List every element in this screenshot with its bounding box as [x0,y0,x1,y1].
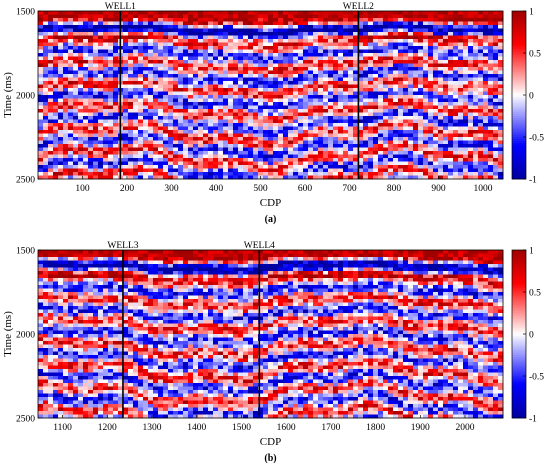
x-tick-label: 1000 [473,184,492,194]
panel-label: (a) [265,214,277,225]
colorbar-tick-label: -0.5 [529,134,544,144]
well-label: WELL3 [107,241,138,251]
x-tick-label: 1900 [411,423,430,433]
x-tick-label: 1300 [143,423,162,433]
colorbar-tick-label: 0 [529,331,534,341]
colorbar-tick-label: -0.5 [529,373,544,383]
x-tick-label: 1700 [321,423,340,433]
panel-label: (b) [264,453,276,464]
colorbar-tick-label: -1 [529,176,537,186]
x-tick-label: 800 [387,184,402,194]
x-tick-label: 600 [298,184,313,194]
colorbar-tick-label: 0.5 [529,289,541,299]
colorbar: 1 0.5 0 -0.5 -1 [511,8,544,186]
x-tick-label: 700 [342,184,357,194]
colorbar-tick-label: 1 [529,247,534,257]
y-axis-label: Time (ms) [2,72,14,118]
seismic-image [38,250,504,419]
colorbar-tick-label: 0 [529,92,534,102]
y-tick-label: 1500 [16,8,35,18]
y-axis-label: Time (ms) [2,311,14,357]
y-tick-label: 2000 [16,331,35,341]
colorbar-tick-label: -1 [529,415,537,425]
x-tick-label: 400 [209,184,224,194]
y-tick-label: 2500 [16,176,35,186]
x-tick-label: 1400 [187,423,206,433]
x-tick-label: 1600 [277,423,296,433]
y-tick-label: 2500 [16,415,35,425]
well-label: WELL2 [343,2,374,12]
x-tick-label: 300 [164,184,179,194]
x-tick-label: 1100 [53,423,72,433]
well-label: WELL1 [105,2,136,12]
colorbar-tick-label: 0.5 [529,50,541,60]
colorbar: 1 0.5 0 -0.5 -1 [511,247,544,425]
x-tick-label: 200 [120,184,135,194]
y-tick-label: 1500 [16,247,35,257]
x-tick-label: 500 [253,184,268,194]
x-axis-label: CDP [260,197,281,209]
y-tick-label: 2000 [16,92,35,102]
seismic-panel-b: WELL3 WELL4 1100 1200 1300 1400 1500 1600 1700 18… [2,241,544,464]
x-tick-label: 100 [75,184,90,194]
x-tick-label: 1800 [366,423,385,433]
x-axis-label: CDP [260,436,281,448]
well-label: WELL4 [244,241,275,251]
x-tick-label: 900 [431,184,446,194]
x-tick-label: 1200 [98,423,117,433]
x-tick-label: 1500 [232,423,251,433]
seismic-image [38,11,504,180]
colorbar-tick-label: 1 [529,8,534,18]
x-tick-label: 2000 [455,423,474,433]
